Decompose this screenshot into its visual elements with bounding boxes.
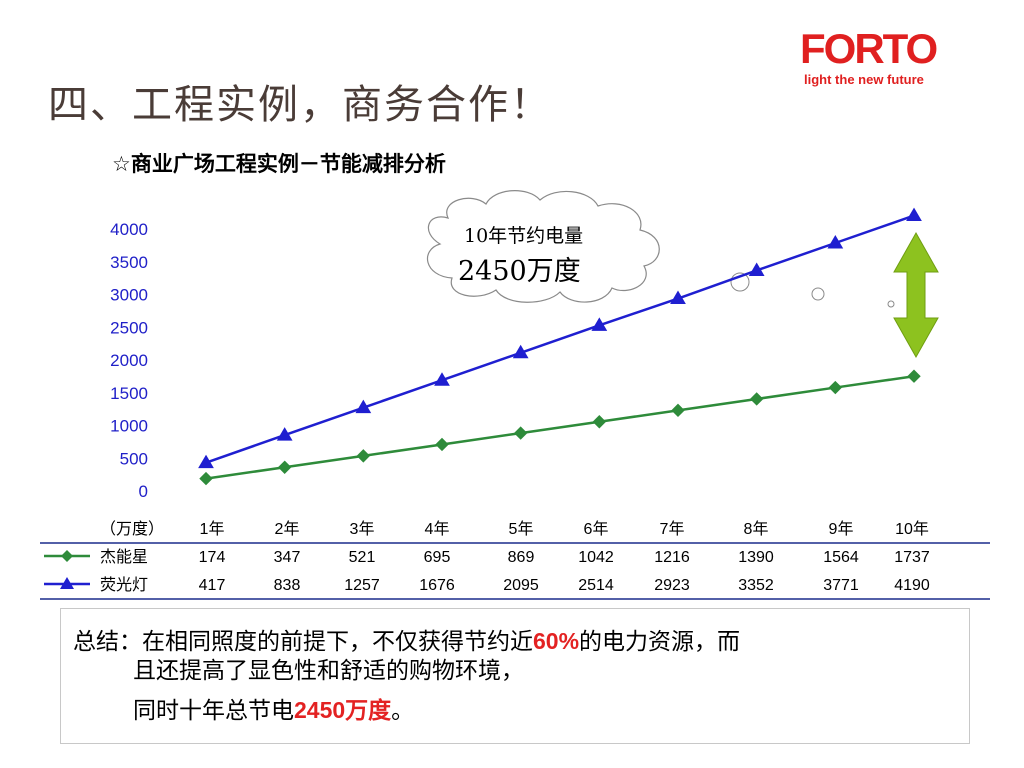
table-row-label: 荧光灯 — [100, 575, 148, 594]
table-cell: 1390 — [738, 549, 774, 566]
energy-line-chart: 4000 3500 3000 2500 2000 1500 1000 500 0 10年节约电量… — [40, 190, 990, 600]
table-cell: 838 — [274, 577, 301, 594]
callout-cloud-shape — [426, 190, 660, 303]
series-lines — [205, 214, 915, 480]
x-category-label: 2年 — [275, 520, 300, 538]
table-cell: 1257 — [344, 577, 380, 594]
y-tick-label: 3000 — [110, 286, 148, 305]
table-row-label: 杰能星 — [100, 547, 148, 566]
series-line-1 — [205, 214, 915, 464]
table-cell: 2095 — [503, 577, 539, 594]
callout-bubble-medium — [811, 287, 825, 301]
summary-line1: 总结：在相同照度的前提下，不仅获得节约近60%的电力资源，而 — [73, 621, 957, 662]
series-markers — [198, 207, 922, 486]
table-cell: 3771 — [823, 577, 859, 594]
logo-tagline: light the new future — [804, 72, 924, 87]
y-axis-ticks: 4000 3500 3000 2500 2000 1500 1000 500 0 — [110, 220, 148, 501]
data-table: 杰能星 174 347 521 695 869 1042 1216 1390 1564 1737 荧光… — [44, 547, 930, 594]
x-category-label: 10年 — [895, 520, 929, 538]
table-cell: 1216 — [654, 549, 690, 566]
data-point-triangle — [827, 235, 844, 249]
y-tick-label: 2000 — [110, 351, 148, 370]
data-point-diamond — [592, 415, 607, 429]
summary-prefix: 总结：在相同照度的前提下，不仅获得节约近 — [73, 629, 533, 655]
difference-arrow-icon — [893, 231, 939, 359]
summary-after: 的电力资源，而 — [579, 629, 741, 655]
callout-bubble-small — [887, 300, 895, 308]
summary-line3: 同时十年总节电2450万度。 — [73, 690, 957, 731]
data-point-triangle — [591, 317, 608, 331]
brand-logo: FORTO light the new future — [800, 28, 970, 92]
table-cell: 347 — [274, 549, 301, 566]
y-tick-label: 1000 — [110, 417, 148, 436]
y-tick-label: 3500 — [110, 253, 148, 272]
x-category-label: 9年 — [829, 520, 854, 538]
summary-line3-prefix: 同时十年总节电 — [133, 698, 294, 724]
x-category-label: 4年 — [425, 520, 450, 538]
table-cell: 2514 — [578, 577, 614, 594]
page-title: 四、工程实例，商务合作！ — [48, 82, 552, 128]
data-point-triangle — [276, 427, 293, 441]
summary-highlight-total: 2450万度 — [294, 697, 392, 723]
summary-box: 总结：在相同照度的前提下，不仅获得节约近60%的电力资源，而 且还提高了显色性和… — [60, 608, 970, 744]
page-subtitle: ☆商业广场工程实例－节能减排分析 — [112, 152, 446, 176]
y-tick-label: 0 — [139, 482, 148, 501]
data-point-diamond — [435, 437, 449, 452]
table-cell: 1564 — [823, 549, 859, 566]
data-point-triangle — [434, 372, 450, 386]
legend-triangle-icon — [60, 577, 74, 589]
data-point-diamond — [671, 403, 685, 418]
table-cell: 869 — [508, 549, 535, 566]
table-cell: 1042 — [578, 549, 614, 566]
x-category-label: 1年 — [200, 520, 225, 538]
y-tick-label: 1500 — [110, 384, 148, 403]
data-point-diamond — [277, 460, 292, 474]
data-point-triangle — [512, 344, 529, 359]
table-cell: 695 — [424, 549, 451, 566]
data-point-diamond — [199, 471, 213, 486]
table-cell: 1737 — [894, 549, 930, 566]
data-point-diamond — [513, 426, 528, 440]
legend-diamond-icon — [61, 550, 73, 562]
y-tick-label: 500 — [120, 449, 148, 468]
x-category-label: 7年 — [660, 520, 685, 538]
y-tick-label: 2500 — [110, 318, 148, 337]
table-cell: 521 — [349, 549, 376, 566]
data-point-diamond — [356, 449, 371, 463]
table-cell: 2923 — [654, 577, 690, 594]
summary-line3-suffix: 。 — [391, 698, 415, 724]
logo-wordmark: FORTO — [800, 25, 938, 72]
series-line-0 — [205, 374, 915, 480]
data-point-triangle — [355, 399, 372, 414]
x-category-label: 5年 — [509, 520, 534, 538]
x-category-label: 6年 — [584, 520, 609, 538]
table-cell: 4190 — [894, 577, 930, 594]
callout-line2: 2450万度 — [458, 256, 581, 287]
table-cell: 174 — [199, 549, 226, 566]
table-cell: 417 — [199, 577, 226, 594]
savings-callout: 10年节约电量 2450万度 — [426, 190, 895, 308]
x-category-label: 3年 — [350, 520, 375, 538]
table-cell: 1676 — [419, 577, 455, 594]
x-axis-categories: 1年 2年 3年 4年 5年 6年 7年 8年 9年 10年 — [200, 520, 929, 538]
unit-label: （万度） — [100, 520, 164, 538]
y-tick-label: 4000 — [110, 220, 148, 239]
summary-highlight-percent: 60% — [533, 628, 580, 654]
summary-line2: 且还提高了显色性和舒适的购物环境， — [133, 658, 524, 684]
data-point-diamond — [907, 369, 921, 383]
callout-line1: 10年节约电量 — [464, 225, 583, 247]
data-point-triangle — [906, 207, 922, 222]
table-cell: 3352 — [738, 577, 774, 594]
x-category-label: 8年 — [744, 520, 769, 538]
data-point-diamond — [749, 392, 764, 406]
data-point-diamond — [828, 380, 843, 395]
data-point-triangle — [198, 454, 214, 469]
data-point-triangle — [670, 290, 686, 305]
data-point-triangle — [748, 262, 765, 276]
